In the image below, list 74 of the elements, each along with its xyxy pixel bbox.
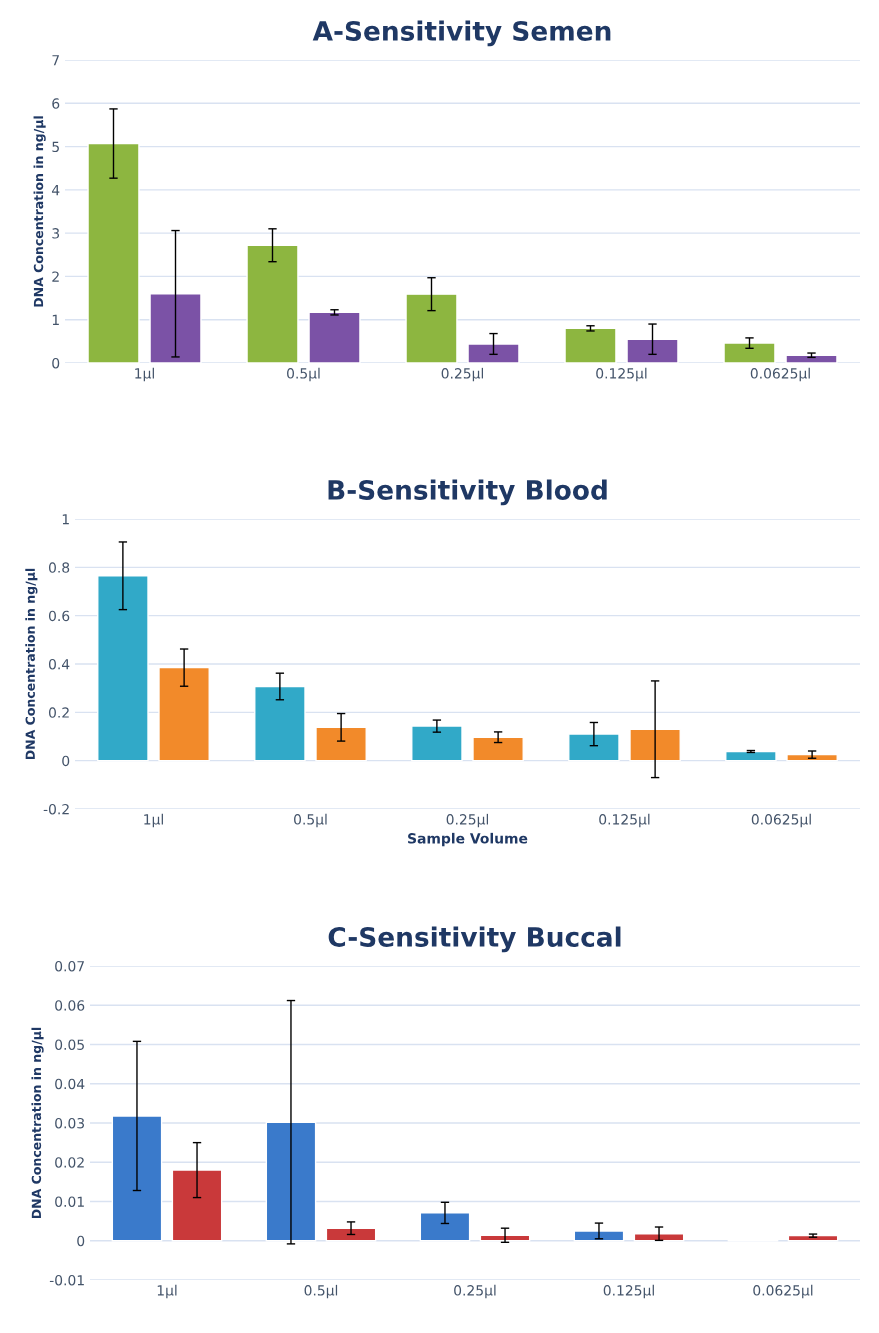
bar: [786, 753, 838, 762]
y-tick-label: 0.05: [55, 1039, 84, 1050]
y-axis-title: DNA Concentration in ng/µl: [31, 1027, 44, 1219]
y-tick-label: 0.8: [48, 562, 70, 573]
bar: [419, 1212, 471, 1242]
y-axis-title: DNA Concentration in ng/µl: [25, 568, 38, 760]
x-tick-label: 0.5µl: [294, 813, 327, 828]
y-tick-label: -0.2: [43, 803, 69, 815]
y-tick-label: 0.04: [55, 1078, 85, 1090]
bar: [87, 142, 140, 363]
y-tick-label: 0.03: [55, 1117, 85, 1129]
bar: [626, 338, 679, 363]
x-tick-label: 0.125µl: [599, 813, 650, 828]
y-tick-label: 0: [62, 755, 70, 767]
y-tick-label: 0.2: [48, 707, 69, 718]
x-tick-label: 1µl: [157, 1284, 177, 1299]
bar: [97, 575, 149, 762]
y-tick-label: 0.07: [55, 960, 84, 972]
y-tick-label: 3: [52, 228, 60, 239]
x-tick-label: 0.0625µl: [753, 1284, 813, 1299]
chart-title: C-Sensitivity Buccal: [328, 926, 621, 953]
bar: [411, 725, 463, 762]
y-tick-label: 0.4: [48, 658, 70, 670]
y-tick-label: -0.01: [49, 1274, 84, 1286]
y-tick-label: 1: [52, 314, 59, 325]
x-tick-label: 0.125µl: [596, 367, 647, 382]
bar: [254, 685, 306, 762]
x-tick-label: 1µl: [144, 813, 163, 828]
bar: [573, 1230, 625, 1242]
y-tick-label: 4: [51, 185, 60, 196]
bar: [787, 1234, 839, 1242]
y-tick-label: 1: [62, 514, 69, 525]
bar: [149, 293, 202, 363]
bar: [246, 244, 299, 363]
y-tick-label: 0.01: [55, 1196, 84, 1207]
y-tick-label: 0: [77, 1235, 85, 1247]
chart-title: B-Sensitivity Blood: [328, 479, 607, 506]
y-tick-label: 0: [52, 357, 60, 369]
bar: [405, 293, 458, 363]
x-axis-title: Sample Volume: [408, 832, 528, 847]
bar: [472, 736, 524, 762]
x-tick-label: 0.5µl: [287, 367, 320, 382]
y-tick-label: 0.6: [48, 610, 70, 622]
x-tick-label: 0.5µl: [304, 1284, 338, 1299]
bar: [265, 1121, 317, 1242]
y-tick-label: 5: [52, 141, 59, 153]
x-tick-label: 0.25µl: [441, 367, 484, 382]
bar: [785, 354, 838, 363]
bar: [633, 1232, 685, 1242]
y-tick-label: 6: [52, 98, 60, 109]
y-tick-label: 0.06: [55, 1000, 85, 1011]
x-tick-label: 1µl: [135, 367, 154, 382]
bar: [325, 1227, 377, 1242]
bar: [308, 311, 361, 363]
y-tick-label: 0.02: [55, 1157, 84, 1168]
bar: [568, 733, 620, 762]
bar: [723, 342, 776, 363]
bar: [725, 750, 777, 762]
bar: [171, 1169, 223, 1242]
bar: [315, 726, 367, 762]
x-tick-label: 0.0625µl: [751, 813, 811, 828]
bar: [564, 327, 617, 363]
y-axis-title: DNA Concentration in ng/µl: [33, 116, 46, 307]
chart-title: A-Sensitivity Semen: [312, 20, 611, 47]
bar: [111, 1115, 163, 1242]
x-tick-label: 0.25µl: [454, 1284, 496, 1299]
x-tick-label: 0.125µl: [603, 1284, 654, 1299]
y-tick-label: 7: [52, 55, 59, 66]
bar: [629, 728, 681, 762]
bar: [467, 343, 520, 363]
bar: [158, 666, 210, 762]
x-tick-label: 0.0625µl: [750, 367, 810, 382]
x-tick-label: 0.25µl: [446, 813, 489, 828]
y-tick-label: 2: [52, 271, 59, 282]
